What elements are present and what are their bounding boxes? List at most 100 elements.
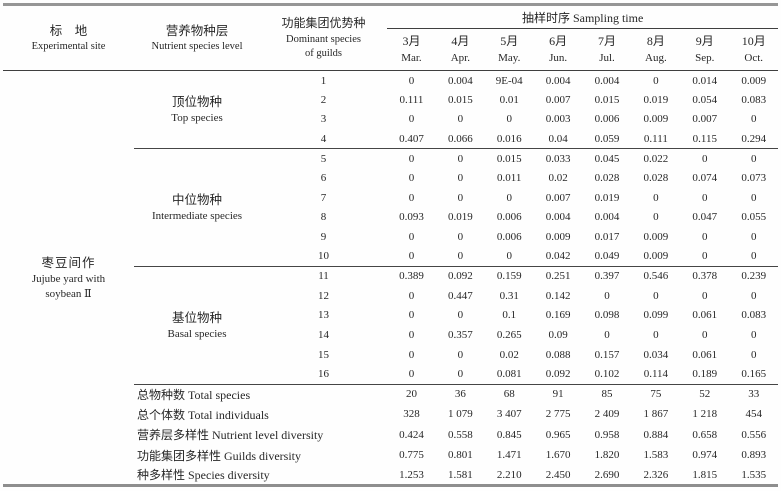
value-cell: 0.111: [399, 93, 424, 106]
summary-value-cell: 0.658: [692, 428, 718, 441]
site-name-en-line2: soybean Ⅱ: [45, 287, 92, 300]
guild-number-cell: 9: [320, 231, 327, 244]
summary-value-cell: 0.893: [741, 449, 767, 462]
value-cell: 0: [387, 364, 436, 385]
value-cell: 0.189: [680, 364, 730, 385]
summary-value-cell: 0.958: [594, 428, 620, 441]
value-cell: 0.294: [729, 129, 779, 150]
value-cell: 0.015: [496, 152, 522, 165]
summary-value-cell: 0.558: [447, 428, 473, 441]
value-cell: 0.074: [692, 172, 718, 185]
value-cell: 0.092: [447, 270, 473, 283]
month-header-row: 3月 Mar. 4月 Apr. 5月 May. 6月 Jun. 7月 Jul. 8月 Aug. 9月 Se…: [3, 28, 779, 71]
value-cell: 0: [457, 231, 464, 244]
value-cell: 0.31: [499, 289, 519, 302]
summary-value-cell: 2 775: [545, 408, 571, 421]
value-cell: 0: [750, 113, 757, 126]
guild-number-cell: 7: [320, 191, 327, 204]
summary-value-cell: 1.815: [692, 468, 718, 481]
value-cell: 0.115: [680, 129, 730, 150]
value-cell: 0.142: [545, 289, 571, 302]
guild-number-cell: 8: [320, 211, 327, 224]
value-cell: 0.159: [496, 270, 522, 283]
value-cell: 0.034: [643, 348, 669, 361]
guild-header-en-line2: of guilds: [304, 47, 343, 59]
value-cell: 0.016: [484, 129, 534, 150]
value-cell: 0.01: [499, 93, 519, 106]
value-cell: 0.042: [533, 246, 583, 267]
guild-row-13: 13 0 0 0.1 0.169 0.098 0.099 0.061 0.083: [3, 306, 778, 326]
summary-value-cell: 36: [454, 388, 466, 401]
site-header-cn: 标 地: [49, 23, 88, 38]
nutrient-level-header-cn: 营养物种层: [165, 23, 229, 38]
value-cell: 0: [408, 309, 415, 322]
nutrient-level-header-en: Nutrient species level: [151, 40, 243, 52]
summary-value-cell: 0.424: [399, 428, 424, 441]
value-cell: 0: [750, 231, 757, 244]
value-cell: 0: [408, 231, 415, 244]
value-cell: 0.102: [582, 364, 632, 385]
month-en: Jul.: [599, 51, 615, 64]
month-header-jul: 7月 Jul.: [582, 28, 632, 71]
value-cell: 0: [604, 289, 610, 302]
guild-row-2: 2 0.111 0.015 0.01 0.007 0.015 0.019 0.054 0.083: [3, 90, 778, 110]
summary-value-cell: 2.210: [496, 468, 522, 481]
value-cell: 9E-04: [495, 74, 523, 87]
summary-label: 功能集团多样性 Guilds diversity: [137, 448, 301, 463]
month-cn: 7月: [598, 34, 617, 49]
guild-row-12: 12 0 0.447 0.31 0.142 0 0 0 0: [3, 286, 778, 306]
nutrient-level-cell: 中位物种 Intermediate species: [134, 148, 260, 267]
value-cell: 0.059: [582, 129, 632, 150]
species-guild-table: 标 地 Experimental site 营养物种层 Nutrient spe…: [3, 3, 779, 487]
guild-number-cell: 11: [318, 270, 329, 283]
guild-number-cell: 10: [260, 246, 387, 267]
value-cell: 0: [435, 246, 485, 267]
value-cell: 0.006: [594, 113, 620, 126]
value-cell: 0: [702, 231, 708, 244]
value-cell: 0.009: [643, 113, 669, 126]
value-cell: 0: [408, 113, 415, 126]
value-cell: 0.055: [741, 211, 767, 224]
summary-value-cell: 68: [503, 388, 515, 401]
value-cell: 0: [653, 74, 659, 87]
summary-value-cell: 1.581: [447, 468, 473, 481]
summary-value-cell: 85: [601, 388, 613, 401]
summary-value-cell: 33: [748, 388, 760, 401]
value-cell: 0.081: [484, 364, 534, 385]
summary-value-cell: 2.450: [545, 468, 571, 481]
summary-row: 总个体数 Total individuals 328 1 079 3 407 2 775…: [3, 404, 778, 424]
nutrient-level-cn: 中位物种: [171, 193, 222, 208]
value-cell: 0: [702, 289, 708, 302]
value-cell: 0.157: [594, 348, 620, 361]
value-cell: 0.019: [643, 93, 669, 106]
sampling-time-header: 抽样时序 Sampling time: [387, 4, 779, 29]
guild-number-cell: 1: [320, 74, 327, 87]
site-name-en-line1: Jujube yard with: [31, 272, 106, 285]
summary-value-cell: 1.535: [741, 468, 767, 481]
summary-row: 功能集团多样性 Guilds diversity 0.775 0.801 1.471 1…: [3, 445, 778, 465]
summary-value-cell: 328: [403, 408, 420, 421]
summary-label: 总物种数 Total species: [137, 387, 251, 402]
summary-value-cell: 1 079: [447, 408, 473, 421]
month-header-mar: 3月 Mar.: [387, 28, 436, 71]
summary-value-cell: 1.253: [399, 468, 424, 481]
value-cell: 0.004: [447, 74, 473, 87]
guild-row-7: 7 0 0 0 0.007 0.019 0 0 0: [3, 188, 778, 208]
value-cell: 0.389: [399, 270, 424, 283]
summary-value-cell: 1.583: [643, 449, 669, 462]
value-cell: 0.028: [643, 172, 669, 185]
value-cell: 0: [653, 289, 659, 302]
value-cell: 0.015: [447, 93, 473, 106]
value-cell: 0.015: [594, 93, 620, 106]
site-column-header: 标 地 Experimental site: [3, 4, 134, 71]
month-cn: 8月: [646, 34, 665, 49]
summary-value-cell: 2 409: [594, 408, 620, 421]
month-en: Mar.: [401, 51, 422, 64]
value-cell: 0.397: [594, 270, 620, 283]
nutrient-level-cn: 基位物种: [171, 310, 222, 325]
summary-value-cell: 3 407: [496, 408, 522, 421]
summary-value-cell: 0.801: [447, 449, 473, 462]
value-cell: 0: [408, 348, 415, 361]
value-cell: 0.265: [496, 329, 522, 342]
